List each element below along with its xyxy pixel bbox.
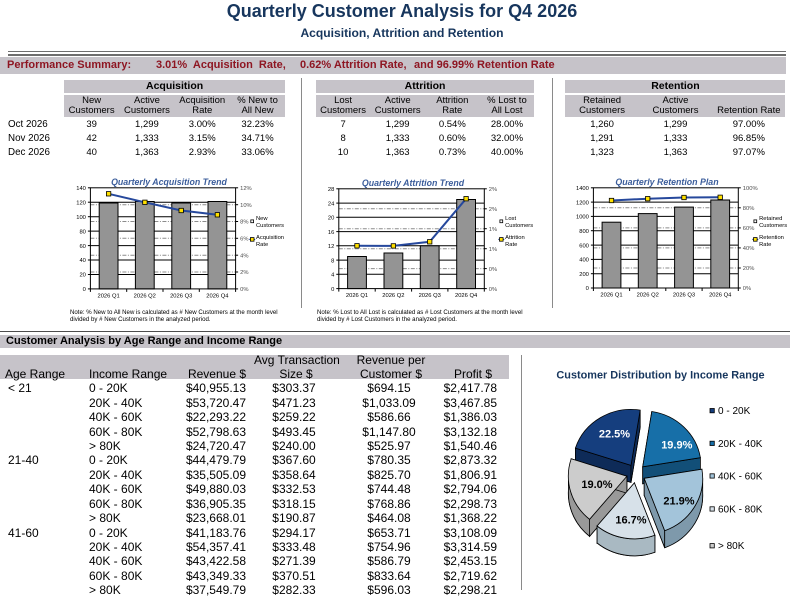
svg-text:28: 28 [328,187,334,193]
svg-text:1200: 1200 [576,200,589,206]
svg-text:2026 Q1: 2026 Q1 [346,293,368,299]
svg-text:2026 Q3: 2026 Q3 [170,293,192,299]
svg-text:Rate: Rate [505,242,517,248]
svg-text:19.0%: 19.0% [581,479,612,491]
svg-text:80%: 80% [743,206,755,212]
svg-text:Quarterly Acquisition Trend: Quarterly Acquisition Trend [111,177,227,187]
svg-text:200: 200 [579,272,589,278]
svg-text:12%: 12% [240,186,252,192]
svg-text:6%: 6% [240,237,248,243]
svg-text:Quarterly Retention Plan: Quarterly Retention Plan [615,177,718,187]
svg-text:120: 120 [76,200,86,206]
svg-text:20%: 20% [743,266,755,272]
svg-text:> 80K: > 80K [718,541,745,552]
svg-text:16: 16 [328,230,334,236]
svg-text:Acquisition: Acquisition [256,235,284,241]
svg-text:1400: 1400 [576,186,589,192]
svg-text:Attrition: Attrition [505,235,525,241]
svg-text:60K - 80K: 60K - 80K [718,504,763,515]
svg-text:2026 Q1: 2026 Q1 [97,293,119,299]
svg-text:2%: 2% [489,207,497,213]
svg-text:21.9%: 21.9% [663,496,694,508]
svg-text:60%: 60% [743,226,755,232]
svg-text:8: 8 [331,258,334,264]
svg-text:0%: 0% [489,267,497,273]
svg-text:2026 Q4: 2026 Q4 [709,293,732,299]
svg-text:0%: 0% [240,287,248,293]
svg-text:Rate: Rate [759,242,771,248]
svg-text:80: 80 [79,229,85,235]
svg-text:60: 60 [79,244,85,250]
svg-text:10%: 10% [240,203,252,209]
svg-text:16.7%: 16.7% [615,515,646,527]
svg-text:2026 Q3: 2026 Q3 [673,293,695,299]
svg-text:Rate: Rate [256,242,268,248]
svg-text:Retention: Retention [759,235,784,241]
svg-text:Retained: Retained [759,216,782,222]
svg-text:40%: 40% [743,246,755,252]
svg-text:0: 0 [83,287,86,293]
svg-text:Customers: Customers [505,223,533,229]
svg-text:4%: 4% [240,253,248,259]
svg-text:0 - 20K: 0 - 20K [718,406,751,417]
svg-text:20: 20 [328,216,334,222]
svg-text:2026 Q2: 2026 Q2 [637,293,659,299]
svg-text:140: 140 [76,186,86,192]
svg-text:2026 Q4: 2026 Q4 [206,293,229,299]
svg-text:22.5%: 22.5% [599,429,630,441]
svg-text:0%: 0% [743,286,751,292]
svg-text:Customers: Customers [256,223,284,229]
svg-text:400: 400 [579,258,589,264]
svg-text:2026 Q2: 2026 Q2 [382,293,404,299]
svg-text:600: 600 [579,243,589,249]
svg-text:20K - 40K: 20K - 40K [718,439,763,450]
svg-text:24: 24 [328,201,335,207]
svg-text:20: 20 [79,273,85,279]
svg-text:2026 Q4: 2026 Q4 [455,293,478,299]
svg-text:Customers: Customers [759,223,787,229]
svg-text:1000: 1000 [576,215,589,221]
svg-text:40K - 60K: 40K - 60K [718,471,763,482]
svg-text:2026 Q1: 2026 Q1 [600,293,622,299]
svg-text:Quarterly Attrition Trend: Quarterly Attrition Trend [362,178,465,188]
svg-text:Customer Distribution by Incom: Customer Distribution by Income Range [556,370,764,382]
svg-text:4: 4 [331,273,335,279]
svg-text:0%: 0% [489,287,497,293]
svg-text:8%: 8% [240,220,248,226]
svg-text:2%: 2% [240,270,248,276]
svg-text:Lost: Lost [505,216,516,222]
svg-text:New: New [256,216,268,222]
svg-text:100%: 100% [743,186,758,192]
svg-text:12: 12 [328,244,334,250]
svg-text:2026 Q2: 2026 Q2 [134,293,156,299]
svg-text:2%: 2% [489,187,497,193]
svg-text:19.9%: 19.9% [661,440,692,452]
svg-text:40: 40 [79,258,85,264]
svg-text:1%: 1% [489,227,497,233]
svg-text:0: 0 [331,287,334,293]
svg-text:800: 800 [579,229,589,235]
svg-text:0: 0 [586,286,589,292]
svg-text:1%: 1% [489,247,497,253]
svg-text:100: 100 [76,215,86,221]
svg-text:2026 Q3: 2026 Q3 [419,293,441,299]
